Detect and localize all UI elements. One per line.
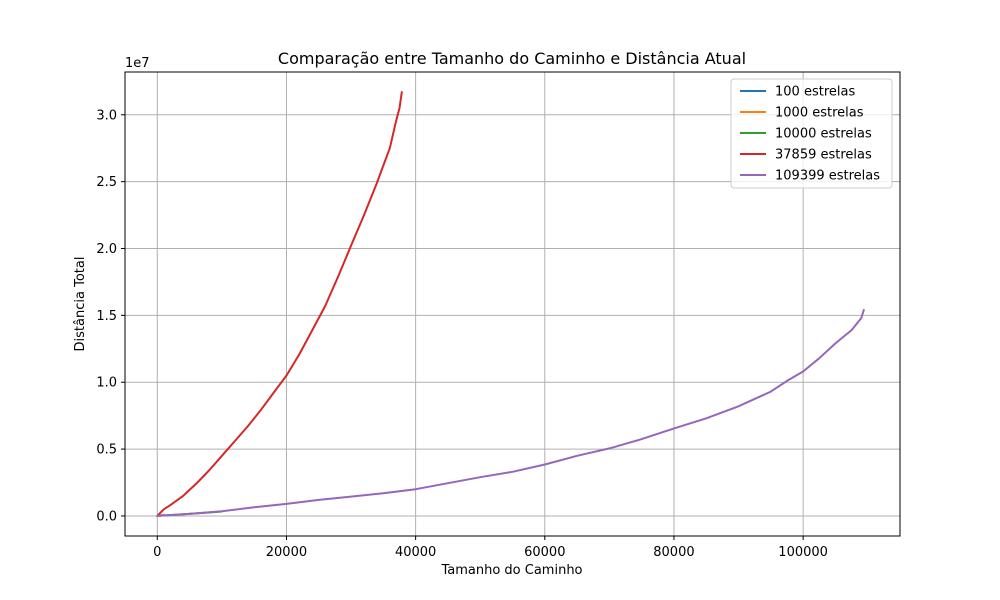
legend-label: 10000 estrelas [775,127,872,142]
legend-label: 1000 estrelas [775,106,864,121]
plot-frame [124,71,901,537]
y-tick-label: 3.0 [96,108,117,123]
y-tick-label: 2.5 [96,175,117,190]
chart-title: Comparação entre Tamanho do Caminho e Di… [278,49,746,68]
y-tick-label: 0.5 [96,443,117,458]
x-tick-label: 40000 [395,545,436,560]
y-tick-label: 1.5 [96,309,117,324]
legend-box [730,78,893,189]
legend-label: 37859 estrelas [775,148,872,163]
y-tick-label: 2.0 [96,242,117,257]
axis-ticks [121,114,804,540]
x-tick-label: 0 [153,545,161,560]
y-offset-label: 1e7 [125,56,150,71]
x-axis-label: Tamanho do Caminho [440,563,582,578]
legend-label: 109399 estrelas [775,169,880,184]
series-lines [156,91,865,517]
y-tick-label: 0.0 [96,509,117,524]
y-axis-label: Distância Total [73,257,88,352]
y-tick-label: 1.0 [96,376,117,391]
legend: 100 estrelas 1000 estrelas 10000 estrelas 3… [730,78,893,189]
x-tick-label: 80000 [653,545,694,560]
legend-label: 100 estrelas [775,85,855,100]
x-tick-label: 60000 [524,545,565,560]
x-tick-label: 20000 [266,545,307,560]
x-tick-label: 100000 [778,545,828,560]
series-line-4 [156,309,865,517]
grid [125,72,900,536]
series-line-3 [156,91,403,517]
